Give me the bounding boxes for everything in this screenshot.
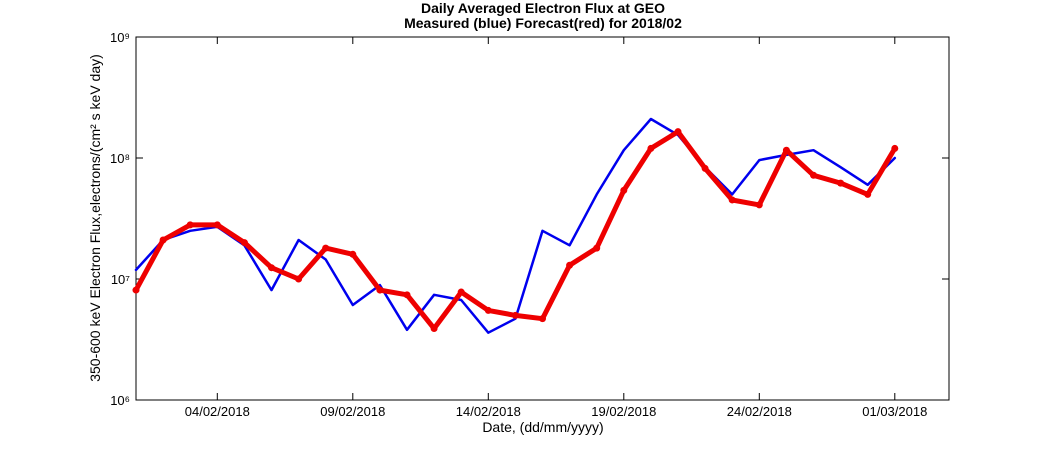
forecast-point: [891, 144, 899, 152]
forecast-point: [430, 324, 438, 332]
forecast-point: [566, 261, 574, 269]
y-tick-label: 10⁶: [110, 393, 130, 408]
x-tick-label: 14/02/2018: [456, 404, 521, 419]
y-tick-label: 10⁷: [111, 272, 130, 287]
forecast-point: [864, 190, 872, 198]
forecast-point: [457, 288, 465, 296]
forecast-point: [837, 179, 845, 187]
forecast-point: [349, 250, 357, 258]
forecast-point: [511, 311, 519, 319]
x-tick-label: 01/03/2018: [862, 404, 927, 419]
chart-subtitle: Measured (blue) Forecast(red) for 2018/0…: [404, 15, 682, 31]
forecast-point: [376, 286, 384, 294]
forecast-point: [593, 244, 601, 252]
forecast-point: [295, 275, 303, 283]
x-tick-label: 24/02/2018: [727, 404, 792, 419]
y-tick-label: 10⁸: [110, 151, 130, 166]
forecast-point: [810, 171, 817, 179]
forecast-point: [647, 144, 655, 152]
y-axis-label: 350-600 keV Electron Flux,electrons/(cm²…: [87, 54, 103, 382]
x-tick-label: 04/02/2018: [185, 404, 250, 419]
forecast-point: [186, 221, 194, 229]
forecast-point: [728, 196, 736, 204]
forecast-point: [213, 221, 221, 229]
x-tick-label: 19/02/2018: [591, 404, 656, 419]
forecast-point: [159, 236, 167, 244]
forecast-point: [484, 306, 492, 314]
forecast-point: [782, 146, 790, 154]
forecast-point: [403, 291, 411, 299]
forecast-point: [268, 264, 275, 272]
forecast-point: [755, 201, 763, 209]
forecast-point: [539, 315, 546, 323]
forecast-point: [322, 244, 330, 252]
y-tick-label: 10⁹: [110, 30, 130, 45]
forecast-point: [132, 286, 140, 294]
x-tick-label: 09/02/2018: [320, 404, 385, 419]
plot-frame: [135, 36, 950, 401]
x-axis-label: Date, (dd/mm/yyyy): [482, 419, 603, 435]
forecast-point: [240, 239, 248, 247]
measured-line: [134, 117, 897, 334]
forecast-line: [133, 129, 898, 331]
forecast-point: [701, 164, 709, 172]
forecast-point: [620, 186, 628, 194]
forecast-point: [674, 128, 682, 136]
chart-title: Daily Averaged Electron Flux at GEO: [421, 0, 665, 16]
